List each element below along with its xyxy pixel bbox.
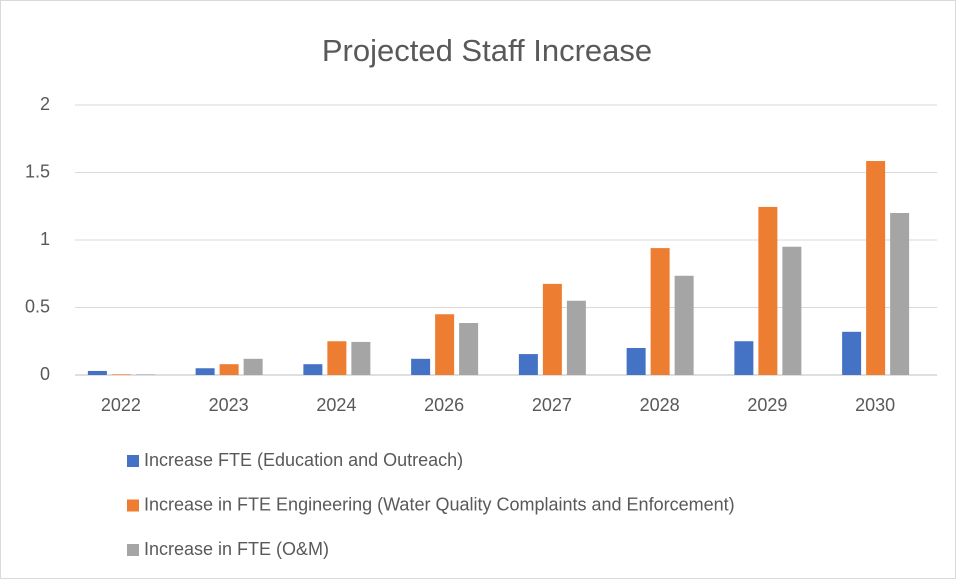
bar — [87, 370, 107, 375]
x-tick-label: 2030 — [855, 395, 895, 415]
y-tick-label: 2 — [40, 94, 50, 114]
x-tick-label: 2026 — [424, 395, 464, 415]
bar — [758, 206, 778, 375]
y-tick-label: 1.5 — [25, 161, 50, 181]
x-tick-label: 2023 — [209, 395, 249, 415]
bar — [842, 331, 862, 375]
legend-label: Increase in FTE Engineering (Water Quali… — [144, 494, 735, 514]
bar — [135, 374, 155, 375]
legend-swatch — [127, 499, 139, 512]
bar — [411, 358, 431, 375]
x-tick-label: 2028 — [640, 395, 680, 415]
bar — [111, 374, 131, 375]
bar — [243, 358, 263, 375]
x-tick-label: 2024 — [316, 395, 356, 415]
bar — [782, 246, 802, 375]
legend-label: Increase FTE (Education and Outreach) — [144, 450, 463, 470]
legend-swatch — [127, 544, 139, 556]
chart-title: Projected Staff Increase — [322, 33, 652, 68]
bar — [542, 283, 562, 375]
bar — [195, 368, 215, 375]
bar — [303, 364, 323, 375]
bar — [327, 341, 347, 375]
x-tick-label: 2022 — [101, 395, 141, 415]
bar — [351, 341, 371, 375]
bar — [518, 354, 538, 375]
x-tick-label: 2029 — [747, 395, 787, 415]
bar — [866, 161, 886, 375]
legend-swatch — [127, 455, 139, 467]
bar — [219, 364, 239, 375]
bar — [626, 348, 646, 375]
bar — [435, 314, 455, 375]
y-tick-label: 0.5 — [25, 296, 50, 316]
bar — [566, 300, 586, 375]
y-tick-label: 0 — [40, 364, 50, 384]
legend-label: Increase in FTE (O&M) — [144, 539, 329, 559]
bar — [734, 341, 754, 375]
y-tick-label: 1 — [40, 229, 50, 249]
x-tick-label: 2027 — [532, 395, 572, 415]
bar — [650, 248, 670, 375]
bar — [459, 323, 479, 375]
bar — [674, 275, 694, 375]
bar — [890, 213, 910, 375]
